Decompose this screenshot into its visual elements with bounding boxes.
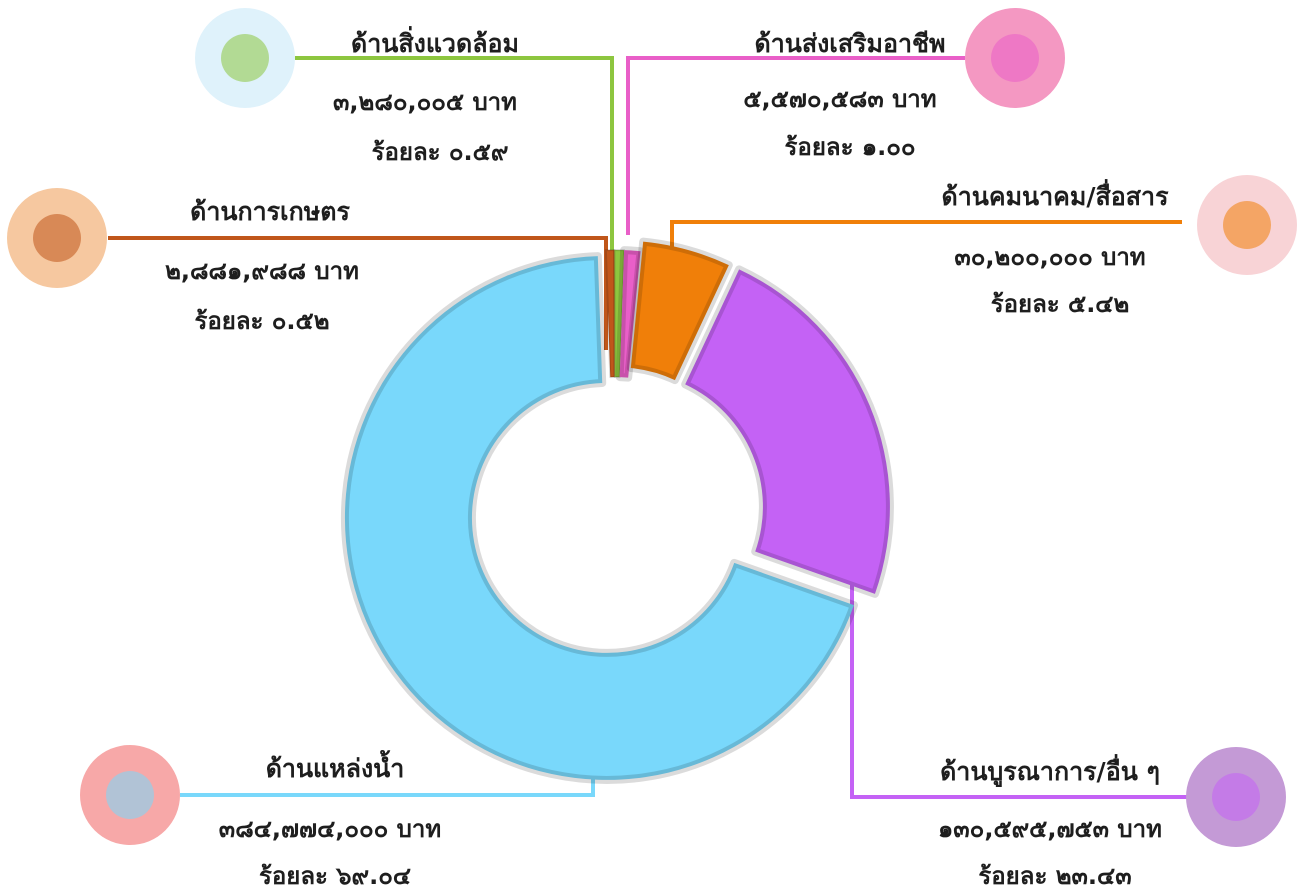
amount-label: ๒,๘๘๑,๙๘๘ บาท xyxy=(165,257,359,285)
leader-line xyxy=(108,236,608,350)
amount-label: ๓,๒๘๐,๐๐๕ บาท xyxy=(333,88,517,116)
icon-glyph xyxy=(1223,201,1271,249)
icon-glyph xyxy=(106,771,154,819)
icon-glyph xyxy=(33,214,81,262)
category-label: ด้านการเกษตร xyxy=(190,197,350,226)
amount-label: ๓๘๔,๗๗๔,๐๐๐ บาท xyxy=(219,815,441,843)
percent-label: ร้อยละ ๒๓.๔๓ xyxy=(978,862,1131,888)
donut-slice xyxy=(615,246,645,382)
category-label: ด้านคมนาคม/สื่อสาร xyxy=(941,179,1169,211)
donut-slice xyxy=(604,249,616,379)
icon-glyph xyxy=(221,34,269,82)
amount-label: ๓๐,๒๐๐,๐๐๐ บาท xyxy=(954,243,1145,271)
leader-line xyxy=(626,56,965,235)
icon-glyph xyxy=(1212,773,1260,821)
percent-label: ร้อยละ ๐.๕๒ xyxy=(194,307,329,335)
category-label: ด้านสิ่งแวดล้อม xyxy=(351,26,519,58)
donut-slice xyxy=(626,237,733,385)
percent-label: ร้อยละ ๑.๐๐ xyxy=(785,133,916,161)
category-label: ด้านแหล่งน้ำ xyxy=(266,749,405,783)
category-label: ด้านส่งเสริมอาชีพ xyxy=(754,29,945,58)
percent-label: ร้อยละ ๖๙.๐๔ xyxy=(259,862,411,888)
icon-glyph xyxy=(991,34,1039,82)
donut-slice xyxy=(681,265,894,598)
percent-label: ร้อยละ ๕.๔๒ xyxy=(991,290,1130,318)
percent-label: ร้อยละ ๐.๕๙ xyxy=(372,138,509,166)
leader-line xyxy=(850,555,1196,799)
donut-slice xyxy=(613,249,626,379)
amount-label: ๑๓๐,๕๙๕,๗๕๓ บาท xyxy=(938,815,1162,843)
category-label: ด้านบูรณาการ/อื่น ๆ xyxy=(940,754,1160,788)
leader-line xyxy=(670,220,1182,248)
amount-label: ๕,๕๗๐,๕๘๓ บาท xyxy=(743,85,936,113)
donut-slice xyxy=(340,252,858,784)
